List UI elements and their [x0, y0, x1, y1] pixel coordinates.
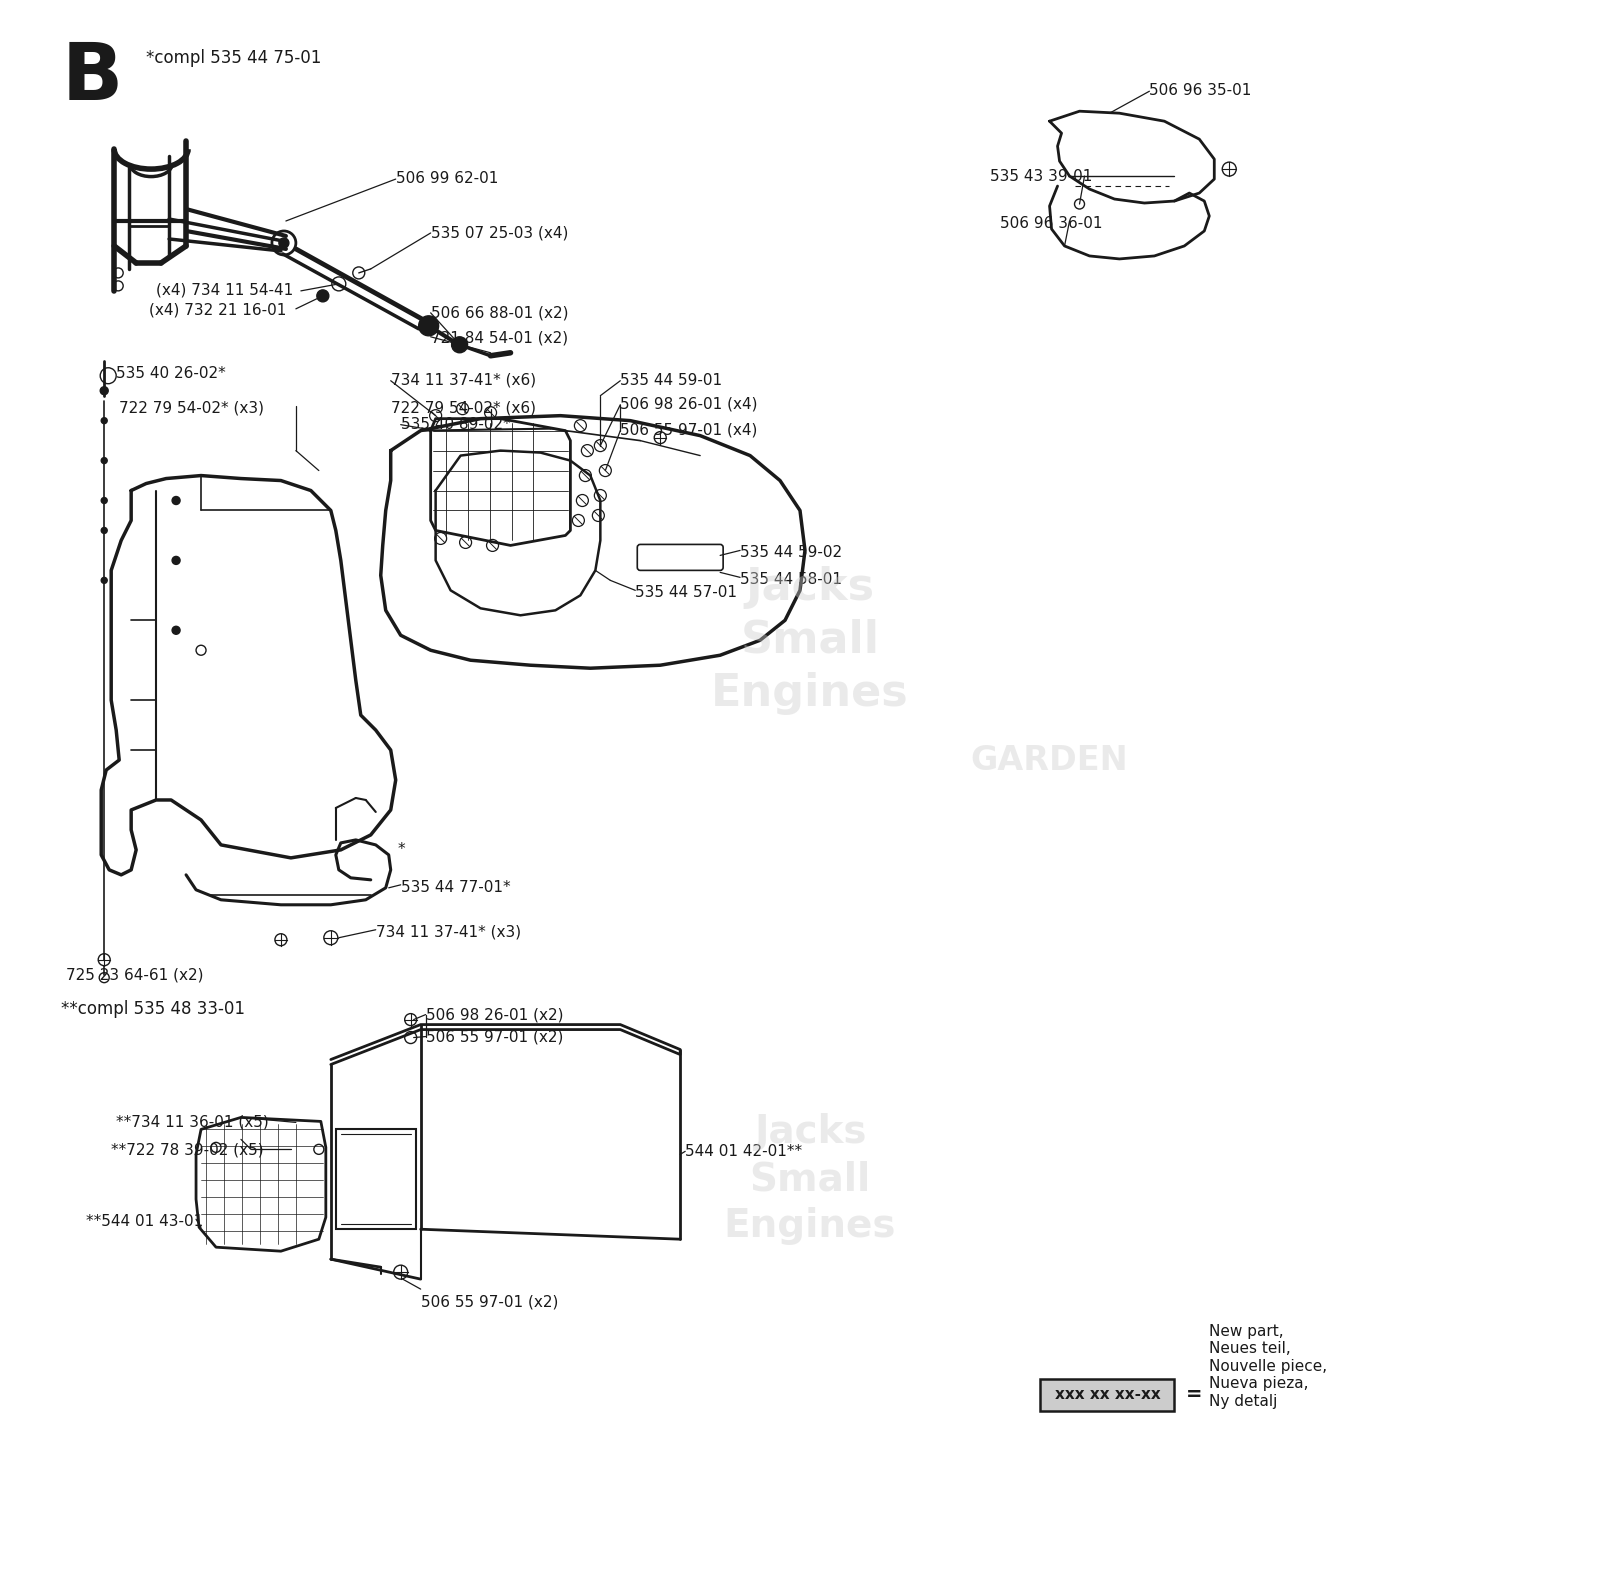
- Text: **722 78 39-02 (x5): **722 78 39-02 (x5): [110, 1143, 264, 1157]
- Text: 506 55 97-01 (x2): 506 55 97-01 (x2): [426, 1029, 563, 1045]
- Text: **734 11 36-01 (x5): **734 11 36-01 (x5): [117, 1114, 269, 1130]
- Text: 734 11 37-41* (x6): 734 11 37-41* (x6): [390, 373, 536, 387]
- Text: Jacks
Small
Engines: Jacks Small Engines: [710, 565, 909, 715]
- Text: xxx xx xx-xx: xxx xx xx-xx: [1054, 1387, 1160, 1402]
- Text: 535 44 59-02: 535 44 59-02: [741, 546, 842, 560]
- Text: 506 98 26-01 (x4): 506 98 26-01 (x4): [621, 397, 758, 412]
- Circle shape: [101, 497, 107, 504]
- Circle shape: [419, 316, 438, 335]
- Text: 535 43 39-01: 535 43 39-01: [990, 168, 1093, 184]
- Text: 506 96 35-01: 506 96 35-01: [1149, 83, 1251, 98]
- Text: *: *: [398, 842, 405, 856]
- Text: (x4) 734 11 54-41: (x4) 734 11 54-41: [157, 283, 293, 297]
- Circle shape: [173, 556, 181, 565]
- Text: 506 99 62-01: 506 99 62-01: [395, 172, 498, 186]
- Text: (x4) 732 21 16-01: (x4) 732 21 16-01: [149, 302, 286, 318]
- Text: 535 40 26-02*: 535 40 26-02*: [117, 365, 226, 381]
- Circle shape: [173, 496, 181, 505]
- Text: 535 44 77-01*: 535 44 77-01*: [400, 880, 510, 896]
- Circle shape: [101, 387, 109, 395]
- Circle shape: [451, 337, 467, 353]
- Text: *compl 535 44 75-01: *compl 535 44 75-01: [146, 49, 322, 68]
- Text: 506 98 26-01 (x2): 506 98 26-01 (x2): [426, 1007, 563, 1023]
- Text: 535 40 89-02*: 535 40 89-02*: [400, 417, 510, 431]
- Text: 506 66 88-01 (x2): 506 66 88-01 (x2): [430, 305, 568, 321]
- Text: New part,
Neues teil,
Nouvelle piece,
Nueva pieza,
Ny detalj: New part, Neues teil, Nouvelle piece, Nu…: [1210, 1324, 1328, 1409]
- Circle shape: [317, 290, 330, 302]
- Text: Jacks
Small
Engines: Jacks Small Engines: [723, 1113, 896, 1245]
- Text: 722 79 54-02* (x3): 722 79 54-02* (x3): [118, 401, 264, 416]
- Text: 535 44 57-01: 535 44 57-01: [635, 586, 738, 600]
- Text: 535 07 25-03 (x4): 535 07 25-03 (x4): [430, 227, 568, 241]
- Text: **544 01 43-01: **544 01 43-01: [86, 1214, 203, 1229]
- Bar: [1040, 1379, 1174, 1410]
- Text: 722 79 54-02* (x6): 722 79 54-02* (x6): [390, 401, 536, 416]
- Text: 506 55 97-01 (x4): 506 55 97-01 (x4): [621, 423, 758, 438]
- Text: 544 01 42-01**: 544 01 42-01**: [685, 1144, 802, 1160]
- Text: 725 23 64-61 (x2): 725 23 64-61 (x2): [66, 968, 203, 982]
- Text: B: B: [61, 39, 123, 118]
- Text: 506 55 97-01 (x2): 506 55 97-01 (x2): [421, 1294, 558, 1310]
- Text: 535 44 59-01: 535 44 59-01: [621, 373, 723, 387]
- Text: **compl 535 48 33-01: **compl 535 48 33-01: [61, 999, 245, 1018]
- Circle shape: [101, 458, 107, 464]
- Bar: [336, 1130, 416, 1229]
- Text: 506 96 36-01: 506 96 36-01: [1000, 216, 1102, 231]
- Text: =: =: [1186, 1385, 1203, 1404]
- Circle shape: [101, 527, 107, 534]
- Text: GARDEN: GARDEN: [971, 743, 1128, 776]
- Circle shape: [101, 417, 107, 423]
- Text: 734 11 37-41* (x3): 734 11 37-41* (x3): [376, 926, 522, 940]
- Text: 721 84 54-01 (x2): 721 84 54-01 (x2): [430, 331, 568, 346]
- Text: 535 44 58-01: 535 44 58-01: [741, 573, 842, 587]
- FancyBboxPatch shape: [637, 545, 723, 570]
- Circle shape: [173, 626, 181, 634]
- Circle shape: [101, 578, 107, 584]
- Circle shape: [278, 238, 290, 249]
